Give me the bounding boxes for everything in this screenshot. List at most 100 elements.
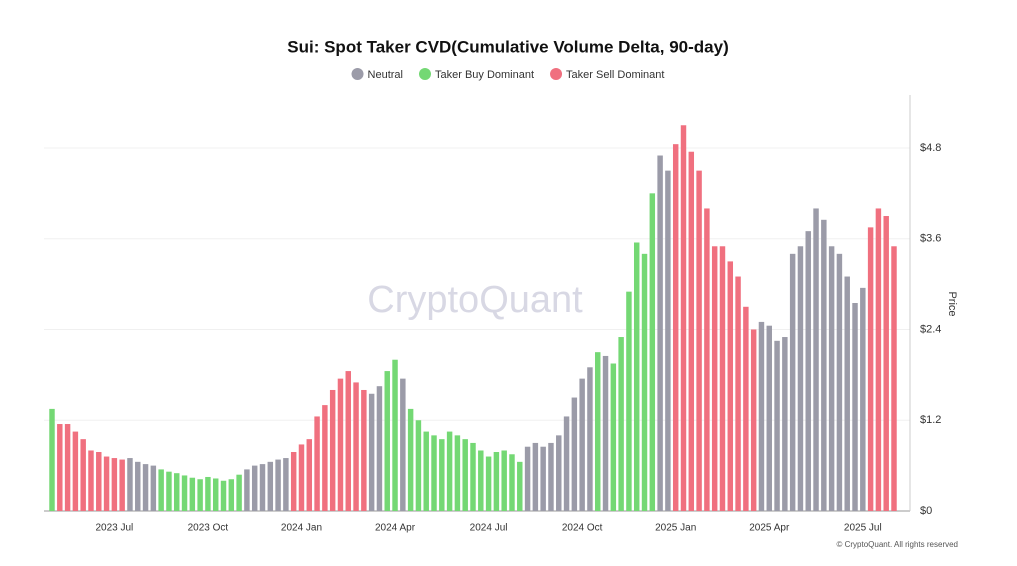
legend-marker [351,68,364,80]
bar [493,452,500,511]
bar [96,452,102,511]
legend-label: Neutral [368,69,403,81]
bar [470,442,476,511]
bar [119,459,125,511]
bar [244,469,250,511]
bar [672,144,679,511]
bar [719,246,726,512]
bar [259,464,266,511]
bar [337,378,344,511]
x-tick-label: 2023 Jul [95,523,133,534]
bar [64,424,71,511]
bar [805,231,811,512]
y-tick-label: $0 [920,505,932,517]
legend-marker [550,68,563,80]
bar [813,208,819,512]
bar [103,456,110,511]
bar [127,458,133,511]
y-axis-label: Price [946,291,958,316]
x-tick-label: 2024 Jul [470,523,508,534]
bar [704,208,710,512]
bar [532,442,539,511]
bar [283,458,289,511]
bar [844,276,850,511]
bar [743,306,749,511]
bar [524,446,531,511]
bar [828,246,835,512]
bar [431,435,437,511]
bar [205,476,211,511]
bar [353,382,359,511]
bar [766,325,772,511]
bar [446,431,453,511]
bar [392,359,398,511]
bar [368,393,375,511]
legend-marker [418,68,431,80]
y-tick-label: $2.4 [920,323,941,335]
bar [135,461,141,511]
bar [454,435,461,511]
bar [439,439,445,511]
x-tick-label: 2024 Oct [562,523,603,534]
y-tick-label: $4.8 [920,142,941,154]
bar [220,480,227,511]
bar [797,246,804,512]
bar [665,170,671,512]
bar [649,193,656,511]
bar [509,454,515,511]
bar [423,431,429,511]
bar [111,458,118,511]
bar [197,479,203,511]
x-tick-label: 2023 Oct [188,523,229,534]
x-tick-label: 2025 Jul [844,523,882,534]
bar [329,389,336,511]
bar [478,450,484,511]
bar [626,291,632,511]
bar [891,246,897,512]
bar [298,444,305,511]
bar [867,227,874,511]
bar [322,405,328,511]
bar [501,450,507,511]
bar [821,219,827,512]
bar [774,340,780,511]
bar [306,439,313,511]
bar [735,276,741,511]
credit: © CryptoQuant. All rights reserved [837,540,959,549]
bar [758,321,765,511]
bar [384,371,390,511]
bar [251,465,258,511]
watermark: CryptoQuant [367,279,583,321]
bar [88,450,94,511]
bar [727,261,734,511]
bar [150,465,157,511]
bar [579,378,585,511]
bar [602,355,609,511]
bar [789,253,796,511]
bar [571,397,578,511]
bar [633,242,640,511]
bar [142,464,149,511]
bar [415,420,422,511]
bar [57,424,63,511]
x-tick-label: 2025 Jan [655,523,696,534]
bar [407,408,414,511]
bar [158,469,164,511]
bar [314,416,320,511]
bar [860,287,866,511]
bar [166,471,172,511]
y-tick-label: $1.2 [920,414,941,426]
bar [711,246,718,512]
bar [212,478,219,511]
bar [275,459,281,511]
bar [750,329,757,511]
bar [548,442,554,511]
bar [587,367,593,511]
bar [345,371,351,511]
bar [641,253,648,511]
bar [174,473,180,511]
bar [556,435,562,511]
bar [361,389,367,511]
bar [376,386,383,511]
